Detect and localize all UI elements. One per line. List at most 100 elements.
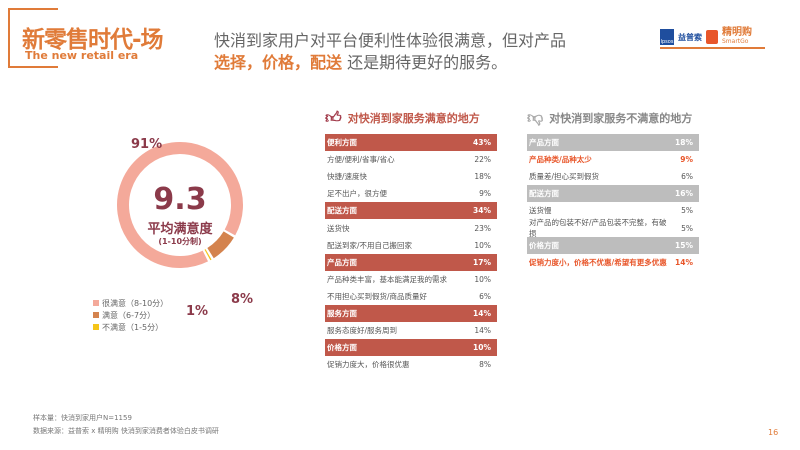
label-very-satisfied: 91% xyxy=(131,137,163,152)
row-value: 8% xyxy=(479,360,491,370)
dissatisfied-title: 👎︎ 对快消到家服务不满意的地方 xyxy=(527,108,693,127)
headline: 快消到家用户对平台便利性体验很满意，但对产品 选择，价格，配送 还是期待更好的服… xyxy=(214,30,566,74)
category-header-row: 价格方面 15% xyxy=(527,236,699,254)
headline-highlight: 选择，价格，配送 xyxy=(214,53,343,72)
table-row: 不用担心买到假货/商品质量好 6% xyxy=(325,288,497,305)
row-value: 5% xyxy=(681,206,693,216)
score-scale: (1-10分制) xyxy=(158,237,202,246)
row-value: 34% xyxy=(473,206,491,216)
row-label: 方便/便利/省事/省心 xyxy=(327,155,395,165)
row-label: 促销力度小，价格不优惠/希望有更多优惠 xyxy=(529,257,667,267)
row-value: 14% xyxy=(474,326,491,336)
ipsos-logo: Ipsos xyxy=(660,29,674,45)
row-label: 配送方面 xyxy=(327,206,357,216)
row-label: 对产品的包装不好/产品包装不完整，有破损 xyxy=(529,218,667,239)
legend-swatch xyxy=(93,300,99,306)
table-row: 产品种类/品种太少 9% xyxy=(527,151,699,168)
legend-item: 不满意（1-5分） xyxy=(93,322,168,334)
row-label: 配送到家/不用自己搬回家 xyxy=(327,240,413,250)
row-value: 9% xyxy=(680,155,693,165)
table-row: 配送到家/不用自己搬回家 10% xyxy=(325,237,497,254)
row-label: 足不出户，很方便 xyxy=(327,189,387,199)
row-label: 便利方面 xyxy=(327,138,357,148)
row-value: 14% xyxy=(473,308,491,318)
category-header-row: 配送方面 34% xyxy=(325,202,497,220)
average-score: 9.3 xyxy=(153,182,207,217)
row-value: 10% xyxy=(474,274,491,284)
page-number: 16 xyxy=(768,428,779,437)
row-value: 6% xyxy=(681,172,693,182)
row-value: 15% xyxy=(675,240,693,250)
category-header-row: 服务方面 14% xyxy=(325,304,497,323)
row-value: 5% xyxy=(681,223,693,233)
table-row: 方便/便利/省事/省心 22% xyxy=(325,151,497,168)
legend-item: 很满意（8-10分） xyxy=(93,298,168,310)
label-satisfied: 8% xyxy=(231,292,254,307)
row-value: 16% xyxy=(675,189,693,199)
row-value: 18% xyxy=(675,138,693,148)
headline-line1: 快消到家用户对平台便利性体验很满意，但对产品 xyxy=(214,31,567,50)
satisfied-panel: 👍︎ 对快消到家服务满意的地方 便利方面 43% 方便/便利/省事/省心 22% 快捷/… xyxy=(325,108,497,373)
row-label: 配送方面 xyxy=(529,189,559,199)
satisfied-table: 便利方面 43% 方便/便利/省事/省心 22% 快捷/速度快 18% 足不出户，很方便 9%… xyxy=(325,134,497,373)
section-title: 新零售时代-场 xyxy=(22,27,164,53)
row-label: 质量差/担心买到假货 xyxy=(529,172,600,182)
sample-note: 样本量：快消到家用户N=1159 xyxy=(33,414,132,422)
category-header-row: 便利方面 43% xyxy=(325,134,497,152)
category-header-row: 价格方面 10% xyxy=(325,339,497,357)
row-value: 17% xyxy=(473,257,491,267)
partner-logos: Ipsos 益普索 精明购 SmartGo xyxy=(660,27,765,49)
row-value: 18% xyxy=(474,172,491,182)
table-row: 送货快 23% xyxy=(325,219,497,236)
average-score-label: 平均满意度 xyxy=(147,222,213,237)
source-note: 数据来源：益普索 x 精明购 快消到家消费者体验白皮书调研 xyxy=(33,427,219,435)
row-value: 10% xyxy=(474,240,491,250)
row-label: 不用担心买到假货/商品质量好 xyxy=(327,291,428,301)
table-row: 足不出户，很方便 9% xyxy=(325,185,497,202)
row-label: 产品方面 xyxy=(529,138,559,148)
smartgo-logo: 精明购 SmartGo xyxy=(722,27,752,46)
legend-swatch xyxy=(93,324,99,330)
legend-item: 满意（6-7分） xyxy=(93,310,168,322)
table-row: 促销力度小，价格不优惠/希望有更多优惠 14% xyxy=(527,254,699,271)
table-row: 送货慢 5% xyxy=(527,202,699,219)
row-value: 6% xyxy=(479,291,491,301)
satisfaction-donut xyxy=(117,142,243,268)
donut-legend: 很满意（8-10分） 满意（6-7分） 不满意（1-5分） xyxy=(93,298,168,334)
row-value: 10% xyxy=(473,343,491,353)
dissatisfied-table: 产品方面 18% 产品种类/品种太少 9% 质量差/担心买到假货 6% 配送方面 16% 送货慢… xyxy=(527,134,699,271)
row-value: 23% xyxy=(474,223,491,233)
row-label: 送货慢 xyxy=(529,206,552,216)
row-value: 9% xyxy=(479,189,491,199)
section-subtitle: The new retail era xyxy=(25,49,139,62)
row-value: 14% xyxy=(675,257,693,267)
smartgo-bag-icon xyxy=(706,30,718,44)
row-label: 快捷/速度快 xyxy=(327,172,368,182)
thumbs-up-icon: 👍︎ xyxy=(325,108,342,127)
headline-line2: 还是期待更好的服务。 xyxy=(342,53,508,72)
row-label: 服务态度好/服务周到 xyxy=(327,326,398,336)
row-label: 促销力度大，价格很优惠 xyxy=(327,360,410,370)
table-row: 产品种类丰富，基本能满足我的需求 10% xyxy=(325,271,497,288)
brand-frame xyxy=(8,8,58,68)
category-header-row: 配送方面 16% xyxy=(527,185,699,203)
table-row: 质量差/担心买到假货 6% xyxy=(527,168,699,185)
row-label: 服务方面 xyxy=(327,308,357,318)
row-label: 产品方面 xyxy=(327,257,357,267)
row-value: 22% xyxy=(474,155,491,165)
row-label: 产品种类丰富，基本能满足我的需求 xyxy=(327,274,447,284)
dissatisfied-panel: 👎︎ 对快消到家服务不满意的地方 产品方面 18% 产品种类/品种太少 9% 质量差/担… xyxy=(527,108,699,271)
arc-dissatisfied xyxy=(204,249,212,261)
category-header-row: 产品方面 18% xyxy=(527,134,699,152)
row-label: 送货快 xyxy=(327,223,350,233)
table-row: 促销力度大，价格很优惠 8% xyxy=(325,356,497,373)
label-dissatisfied: 1% xyxy=(186,304,209,319)
thumbs-down-icon: 👎︎ xyxy=(527,108,544,127)
legend-swatch xyxy=(93,312,99,318)
row-label: 产品种类/品种太少 xyxy=(529,155,592,165)
row-value: 43% xyxy=(473,138,491,148)
row-label: 价格方面 xyxy=(327,343,357,353)
table-row: 快捷/速度快 18% xyxy=(325,168,497,185)
table-row: 对产品的包装不好/产品包装不完整，有破损 5% xyxy=(527,218,699,239)
arc-very-satisfied xyxy=(117,142,243,268)
